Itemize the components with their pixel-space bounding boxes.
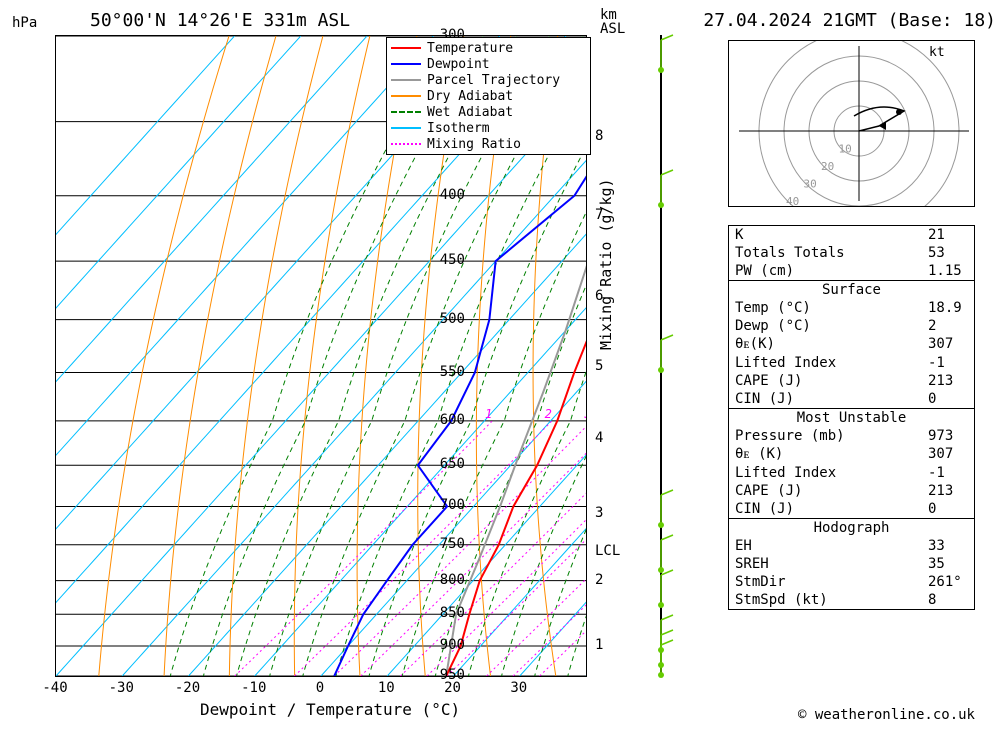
legend-row: Temperature — [391, 40, 586, 56]
data-table: K21Totals Totals53PW (cm)1.15SurfaceTemp… — [728, 225, 975, 610]
x-tick: 20 — [444, 680, 461, 696]
table-section-header: Most Unstable — [729, 408, 974, 427]
y-right-tick: 6 — [595, 288, 603, 304]
table-row: Totals Totals53 — [729, 244, 974, 262]
y-left-tick: 750 — [440, 536, 465, 552]
y-left-tick: 550 — [440, 364, 465, 380]
y-left-tick: 800 — [440, 572, 465, 588]
x-tick: 0 — [316, 680, 324, 696]
y-left-tick: 650 — [440, 456, 465, 472]
table-row: Lifted Index-1 — [729, 464, 974, 482]
table-row: StmSpd (kt)8 — [729, 591, 974, 609]
legend-row: Parcel Trajectory — [391, 72, 586, 88]
svg-text:10: 10 — [839, 143, 852, 156]
x-tick: -20 — [175, 680, 200, 696]
table-row: Dewp (°C)2 — [729, 317, 974, 335]
barb-svg — [631, 35, 691, 675]
y-left-tick: 400 — [440, 187, 465, 203]
svg-text:40: 40 — [786, 195, 799, 206]
legend-box: TemperatureDewpointParcel TrajectoryDry … — [386, 37, 591, 155]
table-row: θᴇ(K)307 — [729, 335, 974, 354]
legend-row: Isotherm — [391, 120, 586, 136]
y-left-tick: 900 — [440, 637, 465, 653]
y-left-tick: 450 — [440, 252, 465, 268]
y-left-tick: 700 — [440, 497, 465, 513]
y-left-tick: 500 — [440, 311, 465, 327]
legend-row: Wet Adiabat — [391, 104, 586, 120]
y-left-tick: 850 — [440, 605, 465, 621]
table-row: Pressure (mb)973 — [729, 427, 974, 445]
location-title: 50°00'N 14°26'E 331m ASL — [90, 10, 350, 31]
x-tick: -10 — [241, 680, 266, 696]
y-left-tick: 600 — [440, 412, 465, 428]
table-section-header: Surface — [729, 280, 974, 299]
y-right-tick: 2 — [595, 572, 603, 588]
wind-barb-column — [660, 35, 662, 675]
table-row: PW (cm)1.15 — [729, 262, 974, 280]
y-right-tick: 3 — [595, 505, 603, 521]
x-tick: 30 — [510, 680, 527, 696]
svg-text:3: 3 — [583, 407, 586, 421]
y-right-tick: 8 — [595, 128, 603, 144]
legend-row: Mixing Ratio — [391, 136, 586, 152]
svg-text:1: 1 — [485, 407, 492, 421]
y-right-tick: 7 — [595, 207, 603, 223]
table-section-header: Hodograph — [729, 518, 974, 537]
y-right-axis-label: kmASL — [600, 8, 625, 36]
x-tick: 10 — [378, 680, 395, 696]
table-row: CAPE (J)213 — [729, 372, 974, 390]
svg-text:kt: kt — [929, 45, 945, 60]
table-row: StmDir261° — [729, 573, 974, 591]
svg-text:30: 30 — [804, 178, 817, 191]
y-left-axis-label: hPa — [12, 15, 37, 31]
table-row: K21 — [729, 226, 974, 244]
hodograph-panel: kt 10 20 30 40 — [728, 40, 975, 207]
y-right-tick: 1 — [595, 637, 603, 653]
mixing-ratio-axis-label: Mixing Ratio (g/kg) — [597, 178, 615, 350]
y-right-tick: 4 — [595, 430, 603, 446]
lcl-label: LCL — [595, 543, 620, 559]
svg-text:2: 2 — [545, 407, 552, 421]
x-tick: -40 — [42, 680, 67, 696]
y-right-tick: 5 — [595, 358, 603, 374]
copyright-text: © weatheronline.co.uk — [798, 707, 975, 723]
table-row: EH33 — [729, 537, 974, 555]
x-axis-label: Dewpoint / Temperature (°C) — [200, 700, 460, 719]
table-row: θᴇ (K)307 — [729, 445, 974, 464]
legend-row: Dewpoint — [391, 56, 586, 72]
table-row: CIN (J)0 — [729, 390, 974, 408]
svg-text:20: 20 — [821, 160, 834, 173]
table-row: CIN (J)0 — [729, 500, 974, 518]
datetime-title: 27.04.2024 21GMT (Base: 18) — [703, 10, 996, 31]
table-row: Temp (°C)18.9 — [729, 299, 974, 317]
x-tick: -30 — [109, 680, 134, 696]
hodograph-svg: kt 10 20 30 40 — [729, 41, 974, 206]
legend-row: Dry Adiabat — [391, 88, 586, 104]
table-row: SREH35 — [729, 555, 974, 573]
table-row: Lifted Index-1 — [729, 354, 974, 372]
table-row: CAPE (J)213 — [729, 482, 974, 500]
